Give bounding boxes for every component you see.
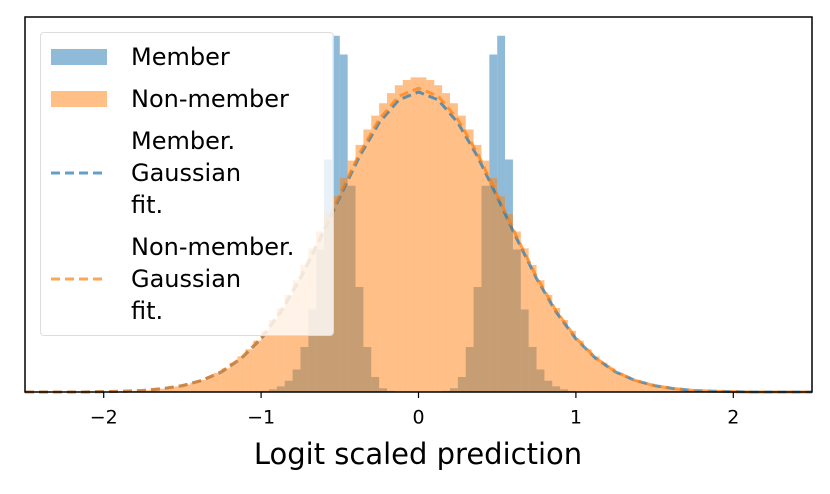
- histogram-bar: [481, 161, 489, 392]
- histogram-bar: [442, 93, 450, 392]
- legend-label: Member. Gaussian fit.: [131, 125, 241, 221]
- legend-label: Non-member. Gaussian fit.: [131, 231, 294, 327]
- histogram-bar: [387, 93, 395, 392]
- legend-swatch: [51, 48, 107, 66]
- legend-swatch: [51, 90, 107, 108]
- histogram-bar: [521, 248, 529, 392]
- legend-label: Non-member: [131, 83, 289, 115]
- histogram-bar: [450, 103, 458, 392]
- legend-entry: Member. Gaussian fit.: [51, 125, 323, 221]
- histogram-bar: [537, 280, 545, 392]
- histogram-bar: [552, 308, 560, 392]
- histogram-bar: [261, 331, 269, 392]
- histogram-bar: [411, 77, 419, 392]
- histogram-bar: [245, 349, 253, 392]
- histogram-bar: [497, 196, 505, 392]
- histogram-bar: [544, 295, 552, 392]
- histogram-bar: [237, 356, 245, 392]
- legend-patch: [51, 49, 107, 65]
- histogram-bar: [592, 356, 600, 392]
- legend-label: Member: [131, 41, 230, 73]
- x-tick-label: 0: [412, 407, 424, 429]
- histogram-bar: [395, 85, 403, 392]
- histogram-bar: [568, 331, 576, 392]
- histogram-bar: [458, 116, 466, 392]
- histogram-bar: [253, 341, 261, 392]
- legend-swatch: [51, 270, 107, 288]
- histogram-bar: [379, 103, 387, 392]
- histogram-bar: [434, 85, 442, 392]
- legend-entry: Non-member: [51, 83, 323, 115]
- histogram-bar: [529, 265, 537, 392]
- histogram-bar: [190, 383, 198, 392]
- histogram-bar: [426, 80, 434, 392]
- histogram-bar: [584, 349, 592, 392]
- legend-entry: Non-member. Gaussian fit.: [51, 231, 323, 327]
- histogram-bar: [474, 145, 482, 392]
- histogram-bar: [214, 373, 222, 392]
- histogram-bar: [403, 80, 411, 392]
- legend-patch: [51, 91, 107, 107]
- histogram-bar: [466, 130, 474, 393]
- histogram-bar: [348, 161, 356, 392]
- histogram-bar: [230, 363, 238, 392]
- x-axis-label: Logit scaled prediction: [254, 437, 582, 471]
- x-tick-label: −2: [90, 407, 118, 429]
- x-tick-label: 1: [570, 407, 582, 429]
- histogram-bar: [419, 77, 427, 392]
- histogram-bar: [371, 116, 379, 392]
- histogram-bar: [356, 145, 364, 392]
- legend-swatch: [51, 164, 107, 182]
- legend-entry: Member: [51, 41, 323, 73]
- histogram-bar: [560, 320, 568, 392]
- histogram-bar: [576, 341, 584, 392]
- histogram-bar: [340, 178, 348, 392]
- x-tick-label: −1: [247, 407, 275, 429]
- histogram-bar: [489, 178, 497, 392]
- histogram-bar: [513, 232, 521, 393]
- x-tick-label: 2: [727, 407, 739, 429]
- histogram-bar: [505, 214, 513, 392]
- legend: Member Non-member Member. Gaussian fit. Non…: [40, 32, 334, 336]
- histogram-bar: [363, 130, 371, 393]
